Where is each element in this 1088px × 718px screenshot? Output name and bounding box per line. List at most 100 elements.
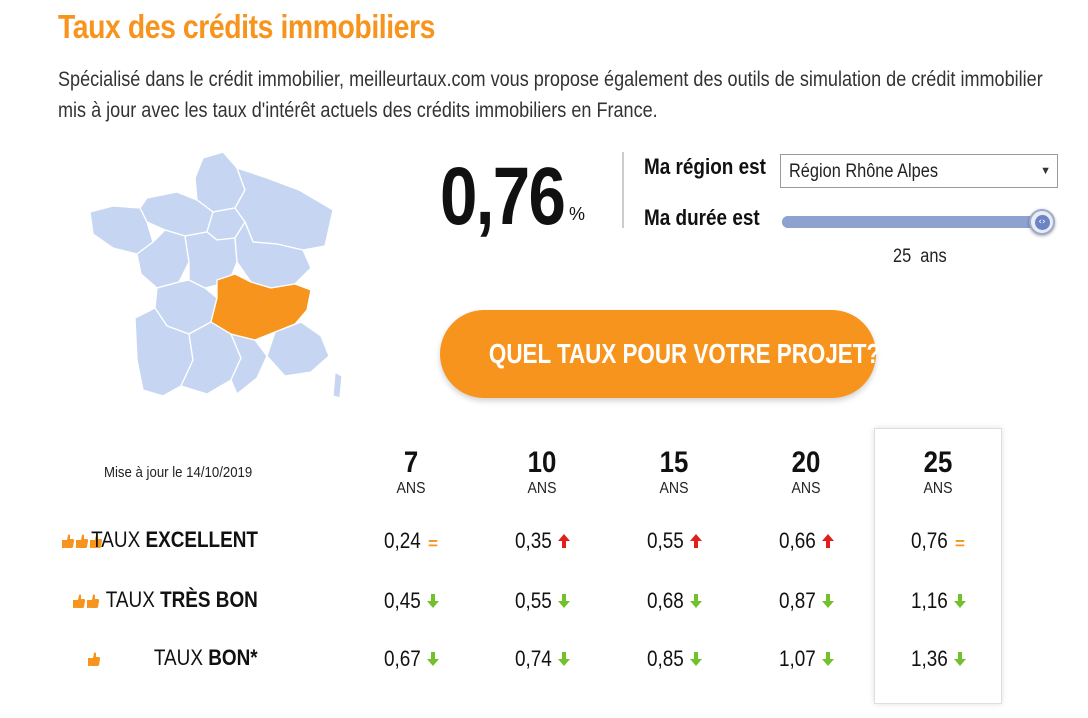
thumbs-up-icon-group	[88, 652, 101, 667]
duree-label: Ma durée est	[644, 205, 760, 230]
arrow-down-icon	[820, 647, 836, 673]
update-date: Mise à jour le 14/10/2019	[104, 464, 253, 481]
rate-cell[interactable]: 0,66	[766, 528, 846, 555]
arrow-down-icon	[952, 589, 968, 615]
arrow-down-icon	[820, 589, 836, 615]
duree-slider[interactable]: ‹›	[782, 209, 1055, 235]
column-header-unit: ANS	[791, 480, 821, 497]
rate-cell-value: 0,66	[779, 528, 816, 553]
row-label-prefix: TAUX	[105, 587, 161, 612]
map-region-bourgogne[interactable]	[234, 220, 312, 289]
row-label-prefix: TAUX	[91, 527, 146, 552]
column-header-10-ans[interactable]: 10 ANS	[502, 446, 582, 498]
column-header-20-ans[interactable]: 20 ANS	[766, 446, 846, 498]
region-select-value: Région Rhône Alpes	[789, 161, 938, 182]
rate-cell-value: 0,55	[515, 588, 552, 613]
row-label-name: TRÈS BON	[160, 587, 258, 612]
arrow-down-icon	[688, 589, 704, 615]
arrow-down-icon	[556, 589, 572, 615]
rate-cell[interactable]: 1,16	[898, 588, 978, 615]
column-header-unit: ANS	[396, 480, 426, 497]
rate-cell[interactable]: 0,45	[371, 588, 451, 615]
duree-value-unit: ans	[920, 246, 947, 267]
duree-value-number: 25	[893, 246, 912, 267]
thumbs-up-icon-group	[73, 594, 100, 609]
rate-cell-value: 0,68	[647, 588, 684, 613]
arrow-down-icon	[556, 647, 572, 673]
column-header-number: 7	[403, 446, 419, 479]
arrow-up-icon	[820, 529, 836, 555]
rate-cell-value: 0,55	[647, 528, 684, 553]
rate-cell-value: 1,07	[779, 646, 816, 671]
rate-cell[interactable]: 0,68	[634, 588, 714, 615]
rate-cell[interactable]: 0,74	[502, 646, 582, 673]
thumbs-up-icon-group	[62, 534, 103, 549]
column-header-number: 20	[791, 446, 821, 479]
rate-cell-value: 0,76	[911, 528, 948, 553]
rate-cell[interactable]: 1,36	[898, 646, 978, 673]
region-select[interactable]: Région Rhône Alpes ▼	[780, 154, 1058, 188]
rate-cell[interactable]: 0,35	[502, 528, 582, 555]
rate-cell-value: 0,35	[515, 528, 552, 553]
map-region-rhone-alpes-selected[interactable]	[210, 273, 312, 341]
column-header-7-ans[interactable]: 7 ANS	[371, 446, 451, 498]
france-map[interactable]	[85, 150, 345, 405]
rate-cell-value: 0,67	[384, 646, 421, 671]
equal-icon: =	[427, 534, 438, 554]
rate-cell[interactable]: 0,24 =	[371, 528, 451, 555]
rate-cell-value: 0,45	[384, 588, 421, 613]
chevron-down-icon: ▼	[1040, 165, 1051, 177]
row-label-0: TAUX EXCELLENT	[91, 527, 258, 553]
separator	[622, 152, 624, 228]
quel-taux-button[interactable]: QUEL TAUX POUR VOTRE PROJET?	[440, 310, 880, 398]
arrow-up-icon	[556, 529, 572, 555]
map-region-paca[interactable]	[266, 321, 330, 377]
row-label-name: BON*	[208, 645, 258, 670]
rate-cell[interactable]: 1,07	[766, 646, 846, 673]
rate-cell[interactable]: 0,67	[371, 646, 451, 673]
map-region-languedoc[interactable]	[229, 333, 268, 396]
arrows-horizontal-icon: ‹›	[1034, 214, 1050, 230]
duree-value: 25 ans	[893, 246, 947, 268]
column-header-unit: ANS	[659, 480, 689, 497]
arrow-up-icon	[688, 529, 704, 555]
rate-cell-value: 0,87	[779, 588, 816, 613]
row-label-name: EXCELLENT	[145, 527, 258, 552]
column-header-unit: ANS	[527, 480, 557, 497]
highlighted-column-box	[874, 428, 1002, 704]
arrow-down-icon	[425, 647, 441, 673]
duree-slider-fill	[782, 216, 1046, 228]
column-header-number: 25	[923, 446, 953, 479]
rate-cell[interactable]: 0,55	[634, 528, 714, 555]
arrow-down-icon	[425, 589, 441, 615]
column-header-number: 10	[527, 446, 557, 479]
row-label-2: TAUX BON*	[154, 645, 258, 671]
rate-cell-value: 1,16	[911, 588, 948, 613]
rate-cell[interactable]: 0,87	[766, 588, 846, 615]
quel-taux-button-label: QUEL TAUX POUR VOTRE PROJET?	[488, 338, 881, 369]
rate-cell[interactable]: 0,55	[502, 588, 582, 615]
column-header-number: 15	[659, 446, 689, 479]
region-label: Ma région est	[644, 154, 766, 179]
current-rate-unit: %	[569, 204, 586, 224]
current-rate-value: 0,76	[440, 151, 566, 242]
map-region-corse[interactable]	[332, 370, 343, 399]
rate-cell[interactable]: 0,85	[634, 646, 714, 673]
row-label-prefix: TAUX	[154, 645, 209, 670]
duree-slider-handle[interactable]: ‹›	[1029, 209, 1055, 235]
equal-icon: =	[954, 534, 965, 554]
intro-text: Spécialisé dans le crédit immobilier, me…	[58, 68, 1043, 122]
map-region-centre[interactable]	[184, 231, 238, 289]
column-header-15-ans[interactable]: 15 ANS	[634, 446, 714, 498]
row-label-1: TAUX TRÈS BON	[106, 587, 258, 613]
rate-cell[interactable]: 0,76 =	[898, 528, 978, 555]
page-title: Taux des crédits immobiliers	[58, 8, 436, 45]
column-header-25-ans[interactable]: 25 ANS	[898, 446, 978, 498]
rate-cell-value: 1,36	[911, 646, 948, 671]
arrow-down-icon	[952, 647, 968, 673]
rate-cell-value: 0,85	[647, 646, 684, 671]
rate-cell-value: 0,24	[384, 528, 421, 553]
rate-cell-value: 0,74	[515, 646, 552, 671]
column-header-unit: ANS	[923, 480, 953, 497]
arrow-down-icon	[688, 647, 704, 673]
